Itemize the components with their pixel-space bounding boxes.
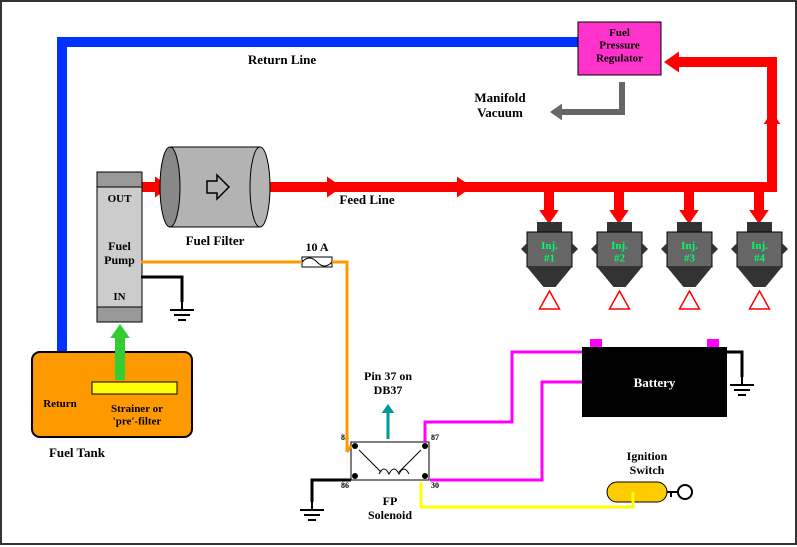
svg-text:#4: #4 [754, 253, 766, 265]
svg-text:Battery: Battery [634, 375, 676, 390]
injector-1 [521, 222, 578, 309]
return-line-label: Return Line [248, 52, 316, 67]
spray-icon [680, 291, 700, 309]
wire-magenta-2 [430, 382, 582, 480]
pin37-label: Pin 37 onDB37 [364, 369, 412, 397]
svg-text:30: 30 [431, 481, 439, 490]
svg-text:Vacuum: Vacuum [477, 105, 523, 120]
svg-text:Pin 37 on: Pin 37 on [364, 369, 412, 383]
ground-symbol [730, 377, 754, 395]
svg-text:86: 86 [341, 481, 349, 490]
relay-pin-87: 87 [431, 433, 439, 442]
wire-magenta-1 [425, 352, 582, 442]
fp-solenoid-relay [351, 442, 429, 480]
diagram-svg: Return LineFeed LineFuelPressureRegulato… [2, 2, 797, 547]
feed-line-label: Feed Line [339, 192, 394, 207]
svg-text:Fuel: Fuel [609, 27, 630, 39]
svg-text:'pre'-filter: 'pre'-filter [113, 416, 162, 428]
svg-text:Switch: Switch [630, 463, 665, 477]
fp-solenoid-label: FPSolenoid [368, 494, 412, 522]
return-label: Return [43, 398, 77, 410]
svg-text:Fuel Filter: Fuel Filter [186, 233, 245, 248]
svg-text:Fuel Tank: Fuel Tank [49, 445, 106, 460]
pump-out-label: OUT [108, 193, 133, 205]
svg-text:Regulator: Regulator [596, 52, 643, 64]
relay-pin-30: 30 [431, 481, 439, 490]
injector-3 [661, 222, 718, 309]
svg-text:Pressure: Pressure [599, 40, 640, 52]
ground-symbol [170, 302, 194, 320]
svg-text:Inj.: Inj. [751, 240, 768, 252]
ignition-switch [607, 482, 667, 502]
injector-2 [591, 222, 648, 309]
battery-label: Battery [634, 375, 676, 390]
manifold-vacuum-label: ManifoldVacuum [474, 90, 526, 120]
fuel-pump-label: FuelPump [104, 239, 135, 267]
wire-yellow [421, 482, 633, 507]
pump-in-label: IN [113, 291, 125, 303]
strainer [92, 382, 177, 394]
svg-text:Inj.: Inj. [611, 240, 628, 252]
svg-text:OUT: OUT [108, 193, 133, 205]
svg-text:87: 87 [431, 433, 439, 442]
svg-text:Pump: Pump [104, 253, 135, 267]
fuel-filter-label: Fuel Filter [186, 233, 245, 248]
spray-icon [610, 291, 630, 309]
svg-text:Return Line: Return Line [248, 52, 316, 67]
svg-text:Manifold: Manifold [474, 90, 526, 105]
ground-symbol [300, 502, 324, 520]
diagram-canvas: Return LineFeed LineFuelPressureRegulato… [0, 0, 797, 545]
svg-text:FP: FP [383, 494, 398, 508]
svg-text:#1: #1 [544, 253, 555, 265]
svg-text:Feed Line: Feed Line [339, 192, 394, 207]
spray-icon [750, 291, 770, 309]
svg-text:DB37: DB37 [374, 383, 403, 397]
fuse-label: 10 A [305, 240, 328, 254]
svg-text:IN: IN [113, 291, 125, 303]
svg-text:10 A: 10 A [305, 240, 328, 254]
svg-text:#2: #2 [614, 253, 626, 265]
spray-icon [540, 291, 560, 309]
strainer-label: Strainer or'pre'-filter [111, 403, 163, 428]
svg-text:Ignition: Ignition [627, 449, 668, 463]
svg-text:Inj.: Inj. [541, 240, 558, 252]
wire-black-pump [141, 277, 182, 302]
ignition-switch-label: IgnitionSwitch [627, 449, 668, 477]
key-icon [678, 485, 692, 499]
relay-pin-86: 86 [341, 481, 349, 490]
fuel-tank-label: Fuel Tank [49, 445, 106, 460]
injector-4 [731, 222, 788, 309]
svg-text:Fuel: Fuel [108, 239, 131, 253]
svg-text:Strainer or: Strainer or [111, 403, 163, 415]
manifold-vacuum-line [557, 82, 622, 112]
fuel-filter [170, 147, 260, 227]
svg-text:Return: Return [43, 398, 77, 410]
svg-text:Inj.: Inj. [681, 240, 698, 252]
svg-text:#3: #3 [684, 253, 696, 265]
svg-text:Solenoid: Solenoid [368, 508, 412, 522]
